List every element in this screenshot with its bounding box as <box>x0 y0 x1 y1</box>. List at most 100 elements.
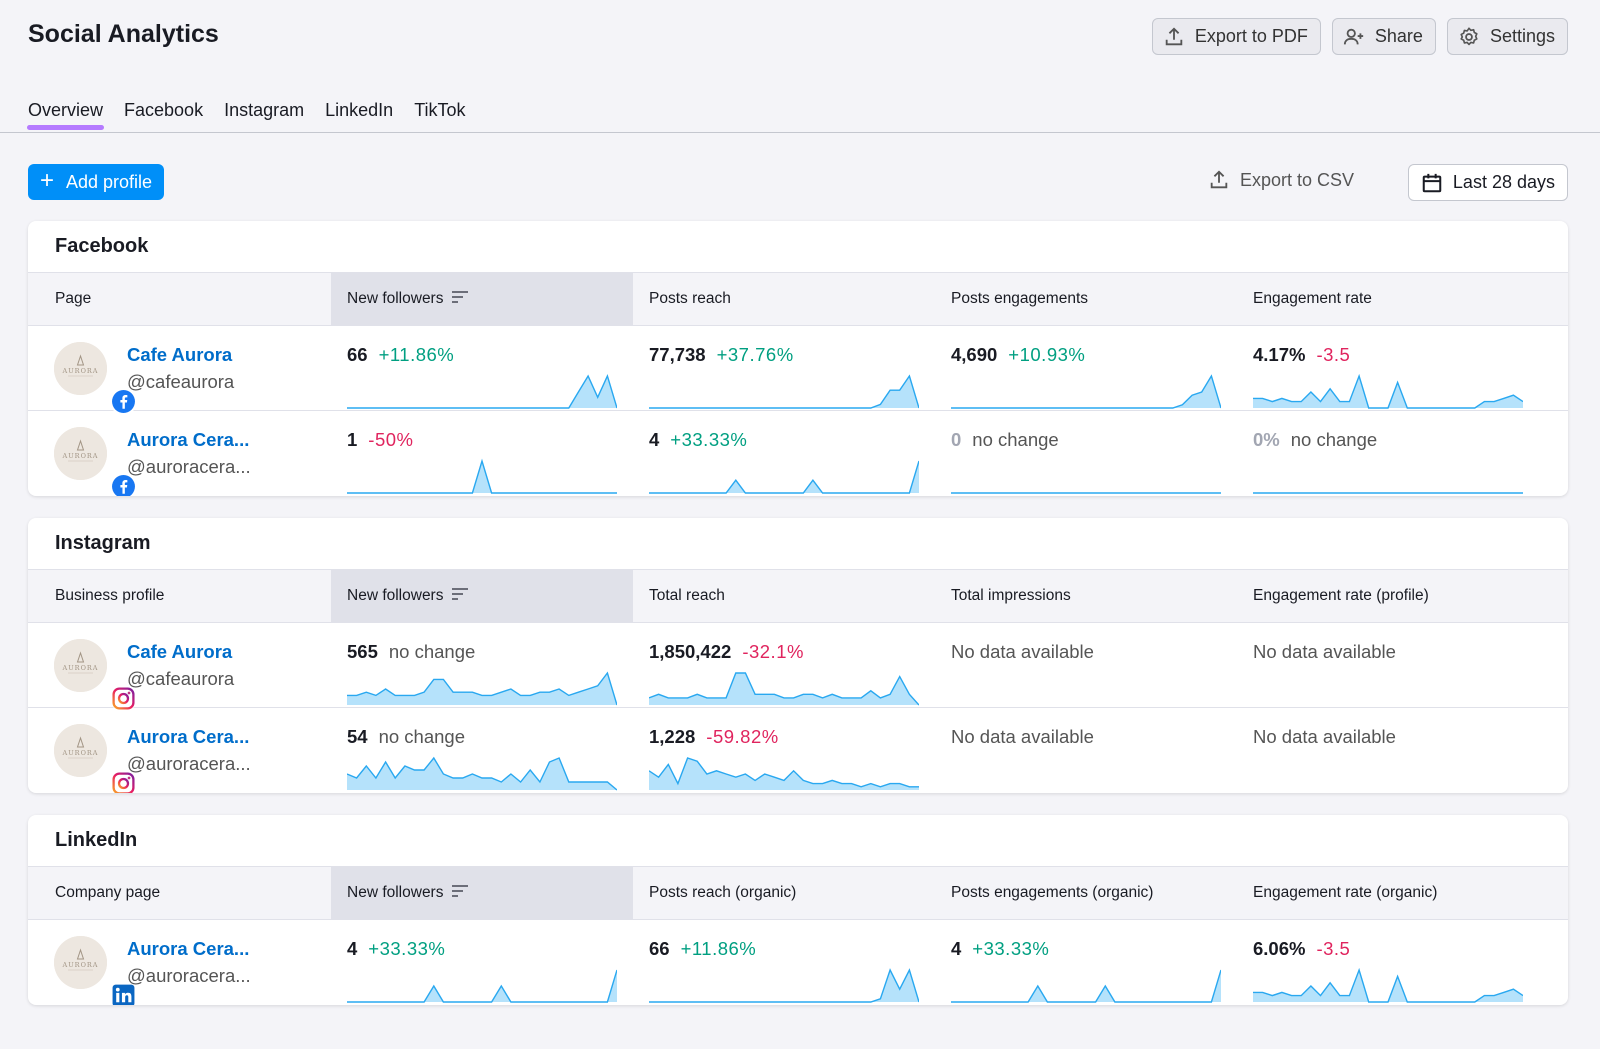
metric-change: +33.33% <box>670 429 748 450</box>
tab-overview[interactable]: Overview <box>26 100 105 130</box>
metric-change: -50% <box>368 429 414 450</box>
profile-cell: AURORA Aurora Cera... @auroracera... <box>28 708 331 793</box>
profile-name-link[interactable]: Cafe Aurora <box>127 344 233 365</box>
metric-number: 1,228 <box>649 726 696 747</box>
settings-button[interactable]: Settings <box>1446 18 1568 55</box>
metric-cell: No data available <box>1237 708 1539 793</box>
metric-value: 4 +33.33% <box>649 429 747 451</box>
metric-cell: No data available <box>935 708 1237 793</box>
sort-icon[interactable] <box>443 587 469 606</box>
export-csv-button[interactable]: Export to CSV <box>1208 169 1354 191</box>
column-header[interactable]: New followers <box>331 867 633 919</box>
sparkline-line <box>347 756 617 791</box>
date-range-picker[interactable]: Last 28 days <box>1407 164 1568 201</box>
sparkline-area <box>951 970 1221 1002</box>
section-title: LinkedIn <box>28 815 1568 867</box>
column-header[interactable]: Posts reach (organic) <box>633 867 935 919</box>
metric-cell: 1,850,422 -32.1% <box>633 623 935 707</box>
column-header-label: New followers <box>347 587 444 604</box>
column-header[interactable]: Engagement rate (profile) <box>1237 570 1539 622</box>
metric-value: 1 -50% <box>347 429 414 451</box>
metric-number: 565 <box>347 641 378 662</box>
profile-cell: AURORA Aurora Cera... @auroracera... <box>28 411 331 496</box>
column-header[interactable]: Total impressions <box>935 570 1237 622</box>
sparkline-chart <box>649 757 919 790</box>
metric-number: 4 <box>347 938 358 959</box>
column-header-label: New followers <box>347 884 444 901</box>
facebook-icon <box>110 388 137 415</box>
metric-change: -3.5 <box>1316 344 1351 365</box>
column-header: Company page <box>28 867 331 919</box>
metric-cell: 4 +33.33% <box>633 411 935 496</box>
table-row: AURORA Cafe Aurora @cafeaurora 565 no change… <box>28 623 1568 712</box>
avatar: AURORA <box>54 342 137 415</box>
sparkline-area <box>347 376 617 408</box>
tab-facebook[interactable]: Facebook <box>124 100 204 120</box>
profile-name-link[interactable]: Cafe Aurora <box>127 641 233 662</box>
metric-value: 77,738 +37.76% <box>649 344 794 366</box>
sparkline-line <box>347 671 617 706</box>
metric-change: +10.93% <box>1008 344 1086 365</box>
column-header[interactable]: Posts engagements (organic) <box>935 867 1237 919</box>
metric-number: 54 <box>347 726 368 747</box>
column-header-label: Engagement rate <box>1253 290 1372 307</box>
column-header-label: Posts reach <box>649 290 731 307</box>
section-title: Facebook <box>28 221 1568 273</box>
table-header: Company page New followers Posts reach (or… <box>28 867 1568 920</box>
metric-cell: 6.06% -3.5 <box>1237 920 1539 1005</box>
settings-label: Settings <box>1489 26 1555 46</box>
export-pdf-button[interactable]: Export to PDF <box>1151 18 1321 55</box>
metric-cell: 1,228 -59.82% <box>633 708 935 793</box>
sort-icon[interactable] <box>443 884 469 903</box>
column-header[interactable]: Engagement rate <box>1237 273 1539 325</box>
metric-change: +33.33% <box>368 938 446 959</box>
metric-number: 0% <box>1253 429 1280 450</box>
metric-value: 0% no change <box>1253 429 1377 451</box>
metric-change: no change <box>1290 429 1378 450</box>
profile-name-link[interactable]: Aurora Cera... <box>127 429 250 450</box>
column-header-label: Total impressions <box>951 587 1071 604</box>
tab-tiktok[interactable]: TikTok <box>414 100 466 120</box>
tab-instagram[interactable]: Instagram <box>224 100 305 120</box>
profile-name-link[interactable]: Aurora Cera... <box>127 726 250 747</box>
column-header[interactable]: New followers <box>331 273 633 325</box>
sort-icon[interactable] <box>443 290 469 309</box>
table-header: Business profile New followers Total reach… <box>28 570 1568 623</box>
export-pdf-label: Export to PDF <box>1194 26 1308 46</box>
sparkline-area <box>347 758 617 790</box>
sparkline-chart <box>951 969 1221 1003</box>
sparkline-chart <box>951 374 1221 409</box>
add-user-icon <box>1343 28 1364 44</box>
add-profile-button[interactable]: + Add profile <box>28 164 165 200</box>
column-header[interactable]: Engagement rate (organic) <box>1237 867 1539 919</box>
svg-text:AURORA: AURORA <box>62 367 99 375</box>
metric-cell: No data available <box>935 623 1237 707</box>
sparkline-chart <box>1253 373 1523 409</box>
sparkline-chart <box>1253 967 1523 1003</box>
column-header-label: Posts engagements <box>951 290 1089 307</box>
plus-icon: + <box>40 167 55 194</box>
metric-cell: 565 no change <box>331 623 633 707</box>
metric-value: 6.06% -3.5 <box>1253 938 1350 960</box>
metric-change: +11.86% <box>378 344 455 365</box>
column-header[interactable]: Posts reach <box>633 273 935 325</box>
share-button[interactable]: Share <box>1331 18 1436 55</box>
profile-name-link[interactable]: Aurora Cera... <box>127 938 250 959</box>
tab-linkedin[interactable]: LinkedIn <box>325 100 394 120</box>
profile-cell: AURORA Aurora Cera... @auroracera... <box>28 920 331 1005</box>
calendar-icon <box>1422 173 1442 192</box>
column-header[interactable]: New followers <box>331 570 633 622</box>
no-data-label: No data available <box>951 726 1094 747</box>
sparkline-line <box>649 672 919 706</box>
sparkline-chart <box>951 492 1221 494</box>
column-header-label: Page <box>55 290 92 307</box>
sparkline-chart <box>1253 492 1523 494</box>
metric-number: 66 <box>649 938 670 959</box>
upload-icon <box>1165 26 1183 45</box>
metric-number: 4 <box>649 429 660 450</box>
column-header[interactable]: Posts engagements <box>935 273 1237 325</box>
sparkline-chart <box>649 374 919 409</box>
metric-value: 565 no change <box>347 641 475 663</box>
tab-bar: Overview Facebook Instagram LinkedIn Tik… <box>26 100 466 130</box>
column-header[interactable]: Total reach <box>633 570 935 622</box>
